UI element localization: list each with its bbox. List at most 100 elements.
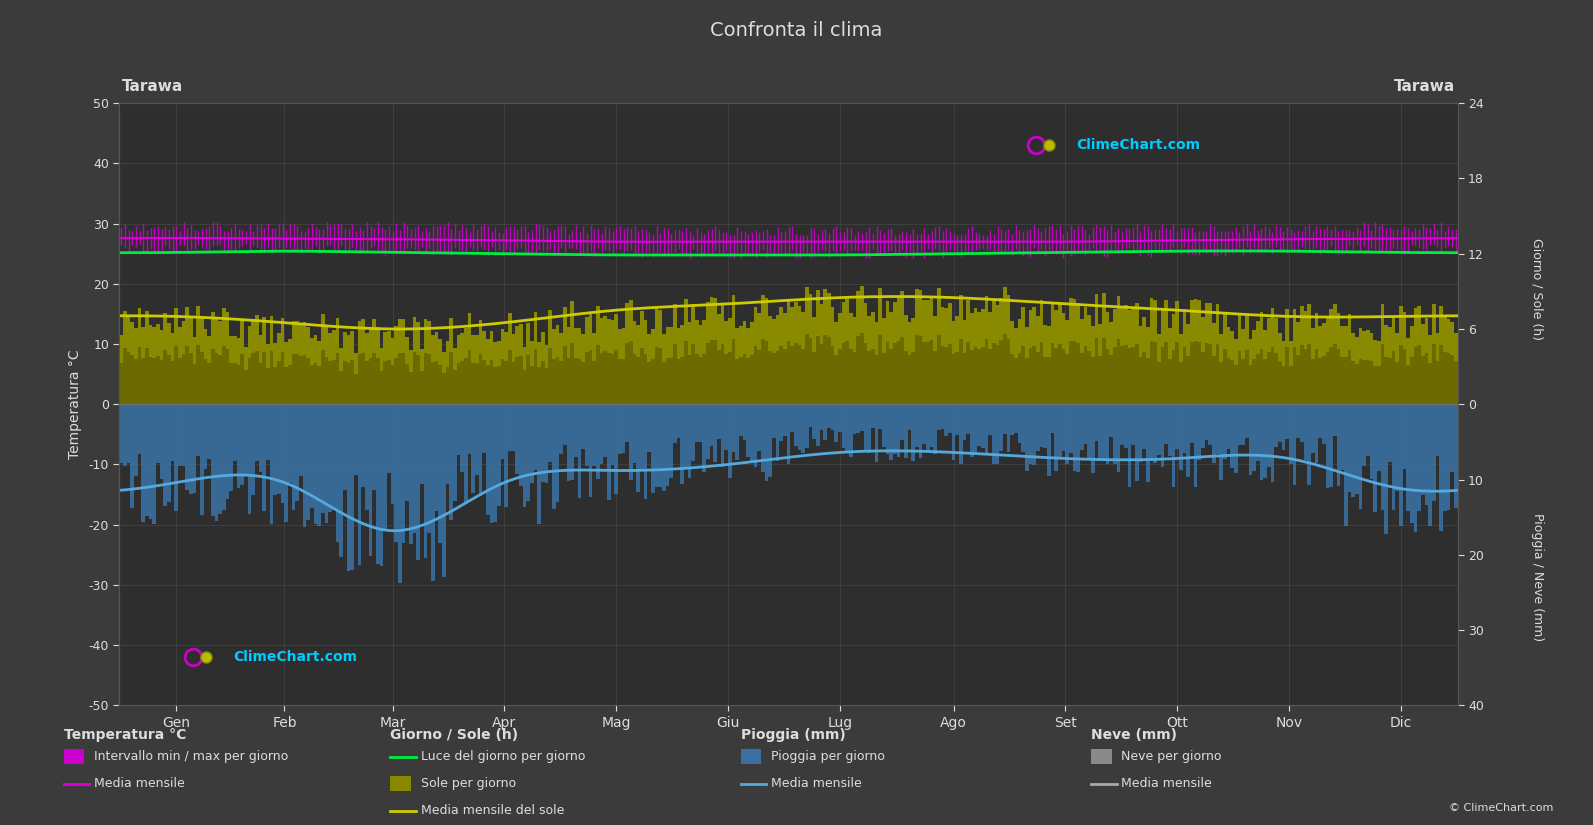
Bar xyxy=(1061,404,1066,451)
Bar xyxy=(914,404,919,447)
Bar xyxy=(636,325,640,404)
Bar xyxy=(328,332,331,404)
Bar xyxy=(127,317,131,404)
Bar xyxy=(1402,312,1407,404)
Bar xyxy=(1399,306,1402,345)
Bar xyxy=(1370,332,1373,361)
Bar xyxy=(395,404,398,542)
Bar xyxy=(464,328,468,404)
Bar xyxy=(1429,335,1432,404)
Bar xyxy=(1241,404,1246,445)
Bar xyxy=(680,325,683,356)
Bar xyxy=(1282,341,1286,404)
Bar xyxy=(757,404,761,451)
Bar xyxy=(1168,328,1171,404)
Bar xyxy=(1322,323,1325,404)
Bar xyxy=(717,404,720,439)
Bar xyxy=(632,321,636,355)
Bar xyxy=(1139,404,1142,462)
Bar xyxy=(1223,313,1227,404)
Bar xyxy=(573,328,578,404)
Bar xyxy=(1362,331,1365,404)
Bar xyxy=(1153,299,1157,342)
Bar xyxy=(339,404,342,557)
Bar xyxy=(1164,404,1168,445)
Bar xyxy=(156,404,159,463)
Bar xyxy=(269,404,274,525)
Bar xyxy=(578,404,581,497)
Bar xyxy=(658,310,663,348)
Bar xyxy=(1035,317,1040,404)
Bar xyxy=(1333,404,1337,436)
Bar xyxy=(1325,318,1329,404)
Bar xyxy=(182,321,185,404)
Bar xyxy=(621,404,626,453)
Bar xyxy=(1340,404,1344,469)
Bar xyxy=(1325,404,1329,488)
Bar xyxy=(996,304,999,345)
Bar xyxy=(1311,328,1314,404)
Bar xyxy=(1384,404,1388,535)
Bar xyxy=(1223,404,1227,459)
Bar xyxy=(479,320,483,404)
Bar xyxy=(1047,326,1051,357)
Bar xyxy=(790,404,793,432)
Bar xyxy=(926,300,930,404)
Bar xyxy=(773,404,776,438)
Bar xyxy=(475,404,479,475)
Bar xyxy=(1359,404,1362,509)
Bar xyxy=(674,304,677,344)
Bar xyxy=(1410,404,1413,523)
Bar xyxy=(1303,312,1308,404)
Bar xyxy=(1413,404,1418,532)
Bar xyxy=(615,314,618,350)
Bar xyxy=(252,404,255,495)
Bar xyxy=(1061,313,1066,349)
Bar xyxy=(523,347,526,370)
Bar xyxy=(1051,302,1055,404)
Bar xyxy=(1351,404,1356,497)
Bar xyxy=(548,310,553,404)
Bar xyxy=(615,404,618,494)
Bar xyxy=(435,332,438,361)
Bar xyxy=(816,290,820,336)
Bar xyxy=(652,404,655,493)
Bar xyxy=(221,308,226,404)
Bar xyxy=(886,404,889,454)
Bar xyxy=(229,404,233,491)
Text: Pioggia per giorno: Pioggia per giorno xyxy=(771,750,884,763)
Bar xyxy=(258,335,263,363)
Bar xyxy=(182,404,185,466)
Bar xyxy=(1187,324,1190,356)
Bar xyxy=(618,404,621,455)
Bar xyxy=(683,299,688,341)
Bar xyxy=(354,404,358,475)
Bar xyxy=(959,404,962,464)
Bar xyxy=(233,336,237,404)
Bar xyxy=(215,404,218,521)
Bar xyxy=(325,326,328,357)
Bar xyxy=(867,316,871,404)
Bar xyxy=(280,318,285,404)
Bar xyxy=(263,317,266,351)
Bar xyxy=(816,404,820,446)
Bar xyxy=(1018,404,1021,443)
Bar xyxy=(1139,326,1142,357)
Bar xyxy=(1117,296,1120,404)
Bar xyxy=(753,404,757,468)
Bar xyxy=(562,307,567,404)
Bar xyxy=(1223,313,1227,349)
Bar xyxy=(636,404,640,493)
Bar xyxy=(1314,313,1319,349)
Bar xyxy=(570,404,573,480)
Bar xyxy=(479,320,483,354)
Bar xyxy=(1399,306,1402,404)
Bar xyxy=(204,329,207,359)
Bar xyxy=(1348,404,1351,492)
Bar xyxy=(742,404,747,440)
Bar xyxy=(1289,341,1292,366)
Bar xyxy=(193,337,196,364)
Bar xyxy=(1018,319,1021,353)
Bar xyxy=(933,316,937,404)
Bar xyxy=(886,301,889,404)
